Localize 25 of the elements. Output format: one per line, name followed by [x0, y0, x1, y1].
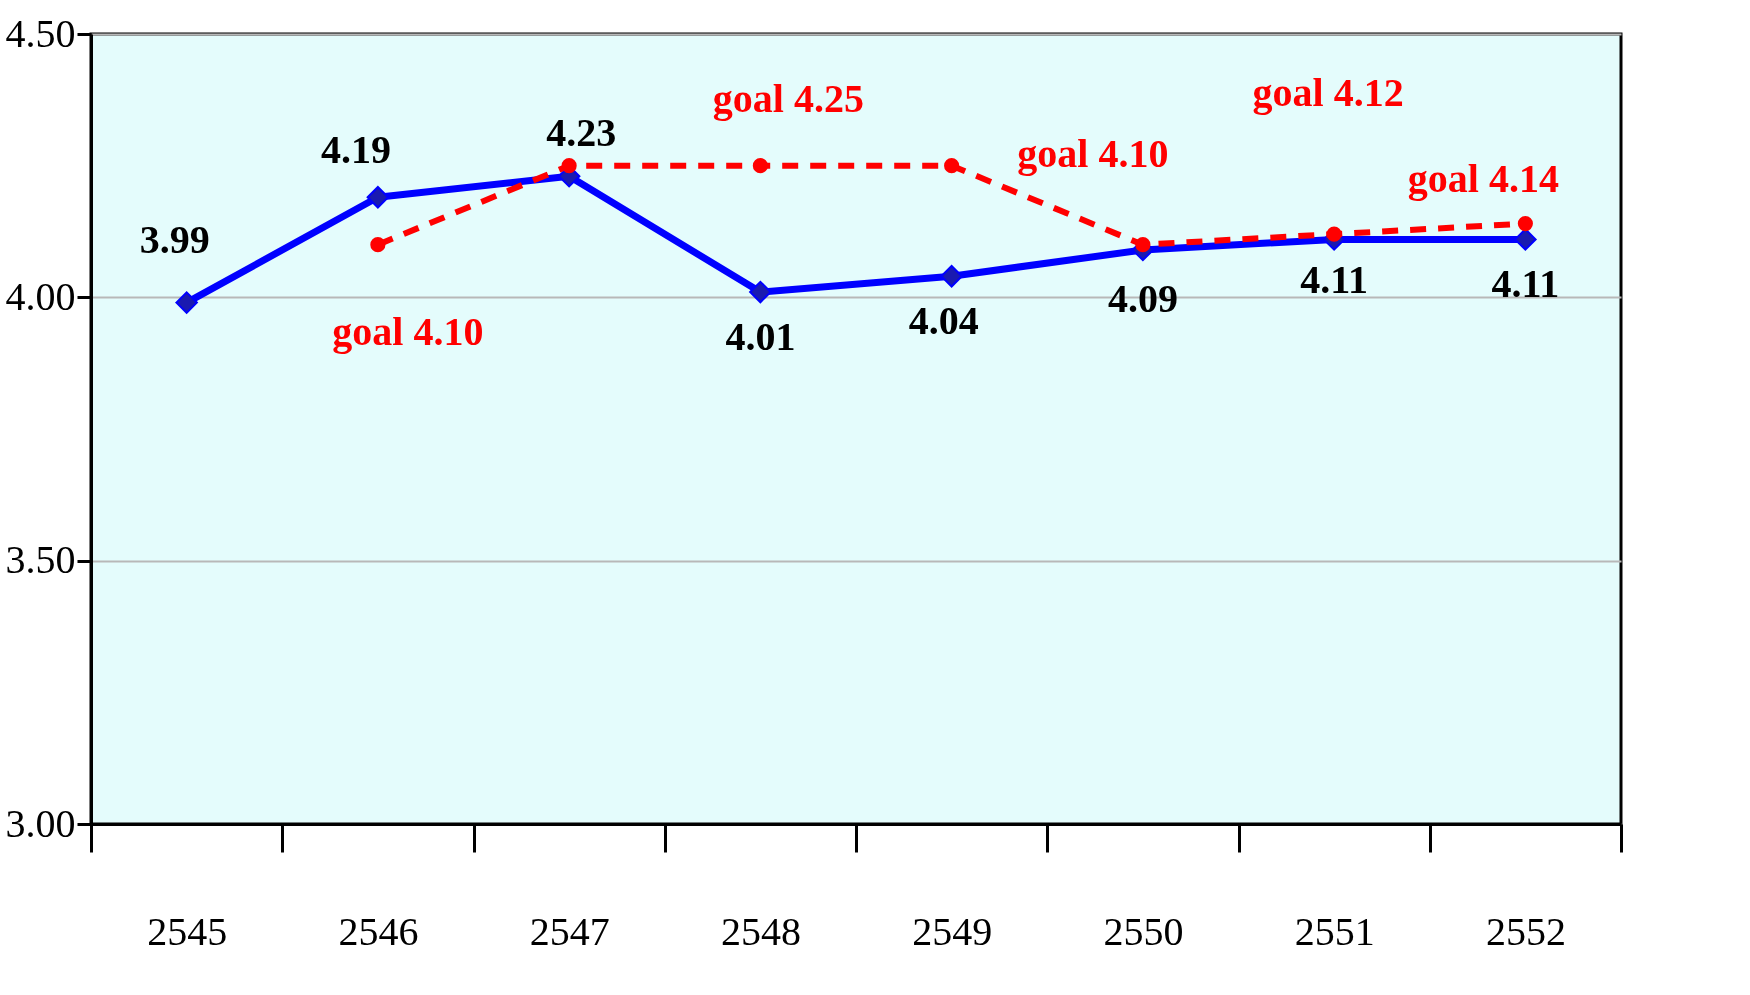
data-label: 3.99	[139, 216, 210, 262]
annotation: goal 4.10	[1017, 130, 1169, 176]
x-tick-label: 2549	[912, 908, 993, 954]
y-tick-label: 3.50	[5, 537, 76, 583]
y-tick-label: 4.50	[5, 10, 76, 56]
x-tick-label: 2552	[1485, 908, 1566, 954]
x-tick-label: 2547	[529, 908, 610, 954]
annotation: goal 4.25	[712, 75, 864, 121]
x-tick-label: 2550	[1103, 908, 1184, 954]
annotation: goal 4.14	[1407, 155, 1559, 201]
data-label: 4.23	[546, 110, 617, 156]
x-tick-label: 2548	[720, 908, 801, 954]
data-label: 4.19	[320, 127, 391, 173]
y-tick-label: 3.00	[5, 800, 76, 846]
data-label: 4.09	[1107, 275, 1178, 321]
data-label: 4.04	[908, 298, 979, 344]
annotation: goal 4.12	[1252, 70, 1404, 116]
data-label: 4.11	[1491, 261, 1560, 307]
annotation: goal 4.10	[332, 308, 484, 354]
data-label: 4.01	[725, 314, 796, 360]
data-label: 4.11	[1300, 257, 1369, 303]
x-tick-label: 2551	[1294, 908, 1375, 954]
x-tick-label: 2546	[338, 908, 419, 954]
x-tick-label: 2545	[147, 908, 228, 954]
y-tick-label: 4.00	[5, 273, 76, 319]
